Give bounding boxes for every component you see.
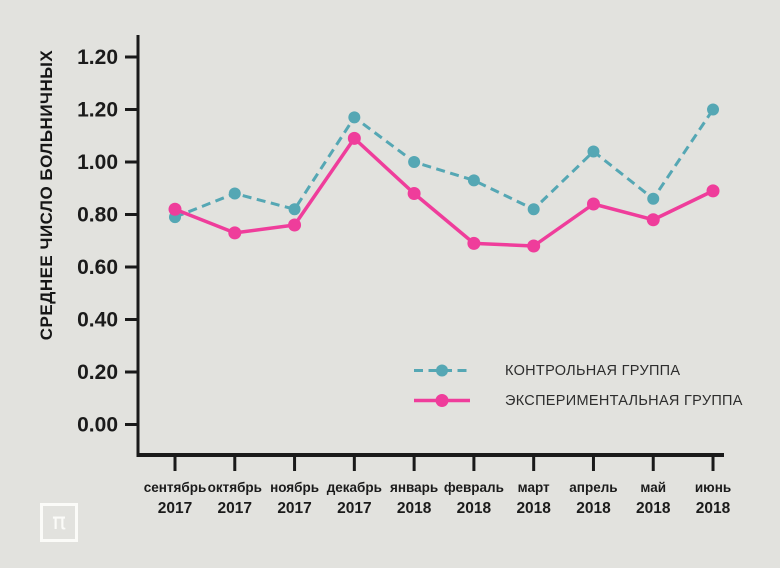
data-point-experimental [646,213,660,227]
pi-logo: π [40,503,78,542]
x-tick-label-month: октябрь [208,480,262,495]
data-point-experimental [288,218,302,232]
x-tick-label-year: 2018 [516,500,551,517]
x-tick-label-year: 2017 [337,500,371,517]
x-tick-label-month: сентябрь [144,480,207,495]
data-point-control [527,203,540,216]
y-tick-label: 1.20 [77,46,118,69]
pi-glyph: π [52,509,66,535]
x-tick-label-month: март [518,480,550,495]
x-tick-label-month: февраль [444,480,504,495]
data-point-experimental [527,239,541,253]
y-tick-label: 0.20 [77,361,118,384]
x-tick-label-year: 2017 [277,500,311,517]
x-tick-label-year: 2018 [576,500,611,517]
data-point-experimental [168,202,182,216]
x-tick-label-year: 2017 [158,500,192,517]
y-tick-label: 0.40 [77,309,118,332]
y-tick-label: 1.20 [77,99,118,122]
y-tick-label: 0.00 [77,414,118,437]
x-tick-label-year: 2018 [457,500,492,517]
data-point-control [647,192,660,205]
legend-label-experimental: ЭКСПЕРИМЕНТАЛЬНАЯ ГРУППА [505,392,743,409]
y-tick-label: 1.00 [77,151,118,174]
series-line-control [174,108,715,219]
data-point-control [408,156,421,168]
series-line-experimental [174,136,714,248]
legend-label-control: КОНТРОЛЬНАЯ ГРУППА [505,362,681,379]
data-point-control [228,187,241,200]
x-tick-label-month: июнь [695,480,731,495]
data-point-experimental [347,131,361,145]
x-tick-label-year: 2018 [397,500,432,517]
data-point-experimental [228,226,242,240]
data-point-control [348,111,361,124]
control-marker-icon [436,364,448,377]
data-point-experimental [467,236,481,250]
legend-item-control: КОНТРОЛЬНАЯ ГРУППА [413,360,743,381]
data-point-experimental [586,197,600,211]
x-tick-label-month: ноябрь [270,480,319,495]
data-point-control [288,203,301,216]
x-tick-label-month: январь [390,480,438,495]
y-tick-label: 0.60 [77,256,118,279]
data-point-control [587,145,600,158]
y-tick-label: 0.80 [77,204,118,227]
data-point-control [467,174,480,187]
data-point-control [707,103,720,116]
x-tick-label-month: апрель [569,480,617,495]
x-tick-label-year: 2017 [218,500,252,517]
x-tick-label-month: декабрь [327,480,382,495]
experimental-line-swatch [414,394,470,407]
data-point-experimental [706,184,720,198]
x-tick-label-year: 2018 [636,500,671,517]
experimental-marker-icon [435,394,449,407]
legend-item-experimental: ЭКСПЕРИМЕНТАЛЬНАЯ ГРУППА [413,390,743,411]
control-line-swatch [414,364,470,377]
data-point-experimental [407,187,421,200]
x-tick-label-month: май [640,480,666,495]
legend: КОНТРОЛЬНАЯ ГРУППА ЭКСПЕРИМЕНТАЛЬНАЯ ГРУ… [413,360,743,411]
x-tick-label-year: 2018 [696,500,731,517]
